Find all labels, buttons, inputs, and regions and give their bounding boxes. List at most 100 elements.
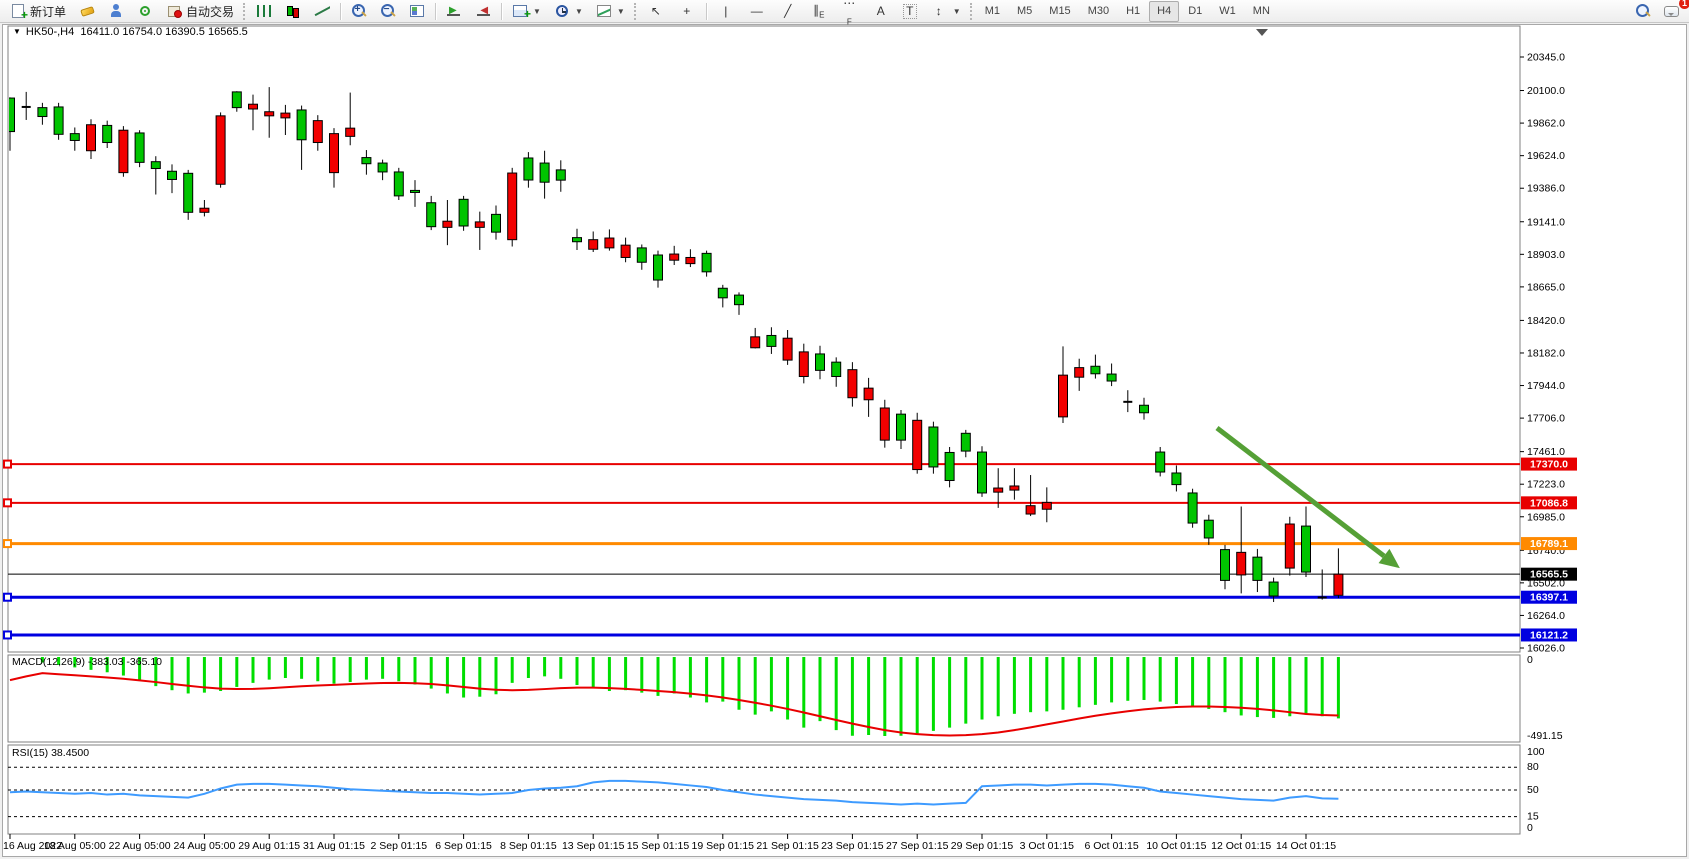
vertical-line-button[interactable]: |	[711, 1, 741, 22]
candle	[717, 287, 728, 299]
vertical-line-icon: |	[724, 4, 728, 18]
time-tick: 24 Aug 05:00	[173, 840, 235, 852]
horizontal-line-button[interactable]: —	[742, 1, 772, 22]
zoom-out-icon: −	[380, 3, 396, 19]
candle	[750, 336, 761, 349]
toolbar-grip	[243, 2, 247, 20]
periods-button[interactable]: ▼	[548, 1, 589, 22]
profile-icon	[108, 3, 124, 19]
new-chart-icon	[513, 5, 531, 22]
auto-trading-label: 自动交易	[186, 4, 235, 19]
cursor-button[interactable]: ↖	[641, 1, 671, 22]
line-price-label	[1521, 537, 1577, 551]
candles	[9, 87, 1344, 603]
tab-m5[interactable]: M5	[1009, 1, 1040, 22]
channel-button[interactable]: ∥E	[804, 1, 834, 22]
candle	[960, 432, 971, 452]
tab-m30[interactable]: M30	[1080, 1, 1117, 22]
text-label-icon: T	[902, 3, 917, 19]
candle	[183, 172, 194, 213]
chevron-down-icon: ▼	[952, 6, 961, 16]
trend-arrow[interactable]	[1215, 426, 1386, 558]
tab-m15[interactable]: M15	[1041, 1, 1078, 22]
tile-windows-button[interactable]	[403, 1, 431, 22]
toolbar: 新订单 自动交易 + − ▼ ▼ ▼ ↖ + | — ╱ ∥E ⋯F A T ↕…	[0, 0, 1689, 26]
svg-text:16121.2: 16121.2	[1530, 629, 1568, 641]
chart-ohlc-values: 16411.0 16754.0 16390.5 16565.5	[80, 26, 248, 38]
price-tick: 19386.0	[1527, 183, 1565, 195]
candle	[1090, 365, 1101, 375]
time-tick: 19 Sep 01:15	[692, 840, 755, 852]
toolbar-grip	[633, 2, 638, 20]
candle	[1333, 573, 1344, 596]
price-tick: 19624.0	[1527, 150, 1565, 162]
candle	[620, 244, 631, 258]
tab-m1[interactable]: M1	[977, 1, 1008, 22]
toolbar-grip	[969, 2, 974, 20]
search-button[interactable]	[1629, 1, 1657, 22]
candle	[426, 202, 437, 228]
candlestick-button[interactable]	[279, 1, 307, 22]
time-tick: 18 Aug 05:00	[44, 840, 106, 852]
candle	[944, 451, 955, 482]
chart-shift-button[interactable]	[469, 1, 497, 22]
indicators-button[interactable]: ▼	[590, 1, 631, 22]
arrows-button[interactable]: ↕ ▼	[924, 1, 967, 22]
zoom-in-button[interactable]: +	[345, 1, 373, 22]
rsi-indicator-label: RSI(15) 38.4500	[12, 747, 90, 759]
horizontal-line-icon: —	[750, 4, 763, 18]
fibonacci-button[interactable]: ⋯F	[835, 0, 865, 26]
auto-scroll-button[interactable]	[440, 1, 468, 22]
candle	[361, 157, 372, 165]
rsi-axis-label: 0	[1527, 822, 1533, 834]
tab-h1[interactable]: H1	[1118, 1, 1148, 22]
line-chart-icon	[314, 3, 330, 19]
candle	[879, 407, 890, 441]
highlighter-icon	[79, 6, 95, 17]
chevron-down-icon: ▼	[533, 6, 541, 16]
tab-d1[interactable]: D1	[1180, 1, 1210, 22]
time-tick: 15 Sep 01:15	[627, 840, 690, 852]
candle	[1268, 581, 1279, 597]
chart-shift-marker[interactable]	[1256, 29, 1268, 36]
tab-mn[interactable]: MN	[1245, 1, 1278, 22]
candle	[118, 129, 129, 174]
zoom-out-button[interactable]: −	[374, 1, 402, 22]
candle	[37, 107, 48, 118]
candle	[1236, 551, 1247, 576]
price-tick: 20345.0	[1527, 52, 1565, 64]
notification-badge: 1	[1679, 0, 1689, 9]
highlighter-button[interactable]	[73, 1, 101, 22]
candle	[248, 103, 258, 110]
line-chart-button[interactable]	[308, 1, 336, 22]
tab-w1[interactable]: W1	[1211, 1, 1244, 22]
macd-axis-min: -491.15	[1527, 730, 1563, 742]
candle	[393, 171, 404, 197]
bar-chart-button[interactable]	[250, 1, 278, 22]
candle	[215, 115, 226, 185]
time-tick: 23 Sep 01:15	[821, 840, 884, 852]
chat-button[interactable]: 1	[1658, 0, 1689, 22]
candle	[458, 198, 469, 227]
signals-button[interactable]	[131, 1, 159, 22]
tile-windows-icon	[410, 5, 425, 17]
text-button[interactable]: A	[866, 1, 896, 22]
chart-title: ▼ HK50-,H4 16411.0 16754.0 16390.5 16565.…	[13, 26, 248, 38]
candle	[572, 237, 582, 243]
tab-h4[interactable]: H4	[1149, 0, 1180, 22]
time-tick: 22 Aug 05:00	[109, 840, 171, 852]
profile-button[interactable]	[102, 1, 130, 22]
trendline-button[interactable]: ╱	[773, 1, 803, 22]
new-order-button[interactable]: 新订单	[4, 1, 72, 23]
candle	[53, 106, 64, 135]
new-chart-button[interactable]: ▼	[506, 1, 547, 22]
rsi-axis-label: 50	[1527, 784, 1539, 796]
candle	[993, 487, 1004, 493]
macd-panel	[7, 654, 1521, 743]
candlestick-icon	[285, 3, 301, 19]
auto-trading-button[interactable]: 自动交易	[160, 1, 240, 22]
text-label-button[interactable]: T	[897, 1, 923, 22]
crosshair-button[interactable]: +	[672, 1, 702, 22]
price-panel	[7, 25, 1521, 653]
